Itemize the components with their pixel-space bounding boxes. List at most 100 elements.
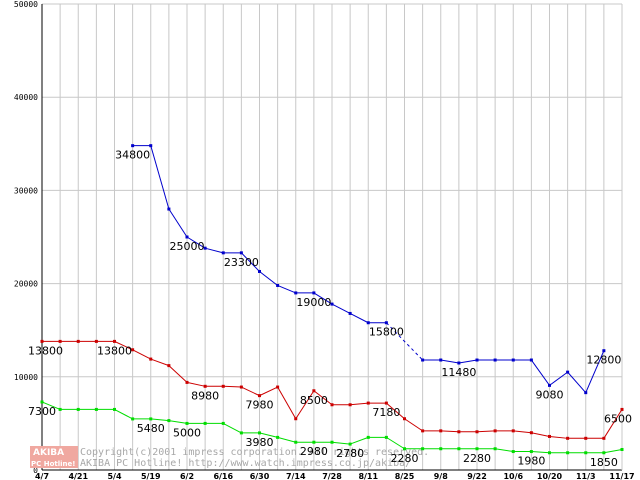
data-point [40, 400, 44, 404]
data-point [584, 436, 588, 440]
data-point [221, 384, 225, 388]
data-point [366, 435, 370, 439]
data-point [348, 442, 352, 446]
series-line-segment [331, 303, 351, 314]
data-point [149, 144, 153, 148]
data-point [384, 321, 388, 325]
data-label: 19000 [296, 296, 331, 309]
data-point [58, 407, 62, 411]
data-point [529, 450, 533, 454]
data-point [312, 389, 316, 393]
data-point [348, 403, 352, 407]
data-point [493, 358, 497, 362]
series-line-segment [458, 359, 478, 364]
data-point [511, 450, 515, 454]
series-line-segment [495, 448, 514, 453]
series-line-segment [313, 390, 333, 406]
series-line-segment [168, 420, 188, 424]
y-tick-label: 20000 [14, 280, 38, 289]
series-line-segment [349, 312, 369, 324]
series-line-segment [549, 371, 568, 386]
data-point [548, 383, 551, 387]
data-point [475, 430, 479, 434]
data-point [493, 429, 497, 433]
data-label: 2280 [391, 452, 419, 465]
x-tick-label: 9/8 [434, 472, 448, 480]
data-point [421, 429, 425, 433]
data-point [94, 407, 98, 411]
x-tick-label: 7/28 [322, 472, 342, 480]
watermark: AKIBA PC Hotline! Copyright(c)2001 impre… [30, 446, 429, 469]
x-tick-label: 6/16 [213, 472, 233, 480]
grid [41, 3, 623, 471]
data-point [566, 436, 570, 440]
data-point [475, 358, 479, 362]
data-point [203, 384, 207, 388]
data-point [149, 357, 153, 361]
data-point [76, 407, 80, 411]
data-point [131, 144, 135, 148]
series-line-segment [186, 236, 206, 249]
y-tick-label: 0 [33, 466, 38, 475]
x-tick-label: 5/4 [107, 472, 121, 480]
series-line-segment [186, 381, 206, 387]
y-axis-ticks: 0 10000 20000 30000 40000 50000 [14, 0, 38, 475]
data-point [439, 447, 443, 451]
series-line-segment [386, 402, 405, 420]
data-label: 7180 [372, 406, 400, 419]
data-label: 15800 [369, 326, 404, 339]
data-label: 13800 [28, 344, 63, 357]
data-point [493, 447, 497, 451]
data-point [384, 401, 388, 405]
data-point [203, 246, 207, 250]
data-label: 5480 [137, 422, 165, 435]
data-point [439, 358, 443, 362]
series-line-segment [386, 436, 405, 450]
data-label: 25000 [170, 240, 205, 253]
series-line-segment [114, 340, 133, 351]
data-point [421, 358, 425, 362]
x-tick-label: 10/6 [503, 472, 523, 480]
data-point [348, 311, 352, 315]
data-label: 3980 [246, 436, 274, 449]
data-label: 1850 [590, 456, 618, 469]
data-label: 34800 [115, 149, 150, 162]
data-point [185, 380, 189, 384]
data-point [439, 429, 443, 433]
data-point [149, 417, 153, 421]
data-point [421, 447, 425, 451]
data-point [239, 431, 243, 435]
data-point [366, 401, 370, 405]
series-line-segment [114, 408, 133, 420]
x-axis-ticks: 4/7 4/21 5/4 5/19 6/2 6/16 6/30 7/14 7/28 8/11 8/2… [35, 472, 635, 480]
series-line-segment [241, 386, 260, 397]
series-line-segment [168, 208, 188, 238]
data-point [548, 451, 551, 455]
data-label: 2780 [336, 447, 364, 460]
data-point [276, 435, 280, 439]
data-point [258, 269, 261, 273]
series-line-segment [41, 401, 61, 410]
x-tick-label: 9/22 [467, 472, 487, 480]
series-line-segment [531, 432, 550, 437]
series [40, 144, 624, 455]
data-point [203, 421, 207, 425]
series-line-segment [150, 145, 170, 210]
data-point [548, 434, 551, 438]
site-url-text: AKIBA PC Hotline! http://www.watch.impre… [80, 458, 411, 469]
data-point [131, 417, 135, 421]
series-line-segment [223, 422, 242, 434]
logo-badge [30, 446, 78, 468]
series-line-segment [150, 358, 170, 367]
x-tick-label: 11/3 [576, 472, 596, 480]
data-point [239, 251, 243, 255]
data-point [167, 207, 171, 211]
series-line-segment [567, 371, 587, 393]
data-point [294, 291, 298, 295]
data-point [276, 283, 280, 287]
series-line-segment [241, 252, 260, 272]
series-line-segment [549, 435, 568, 439]
data-point [276, 385, 280, 389]
data-point [511, 429, 515, 433]
series-line-segment [404, 418, 423, 432]
